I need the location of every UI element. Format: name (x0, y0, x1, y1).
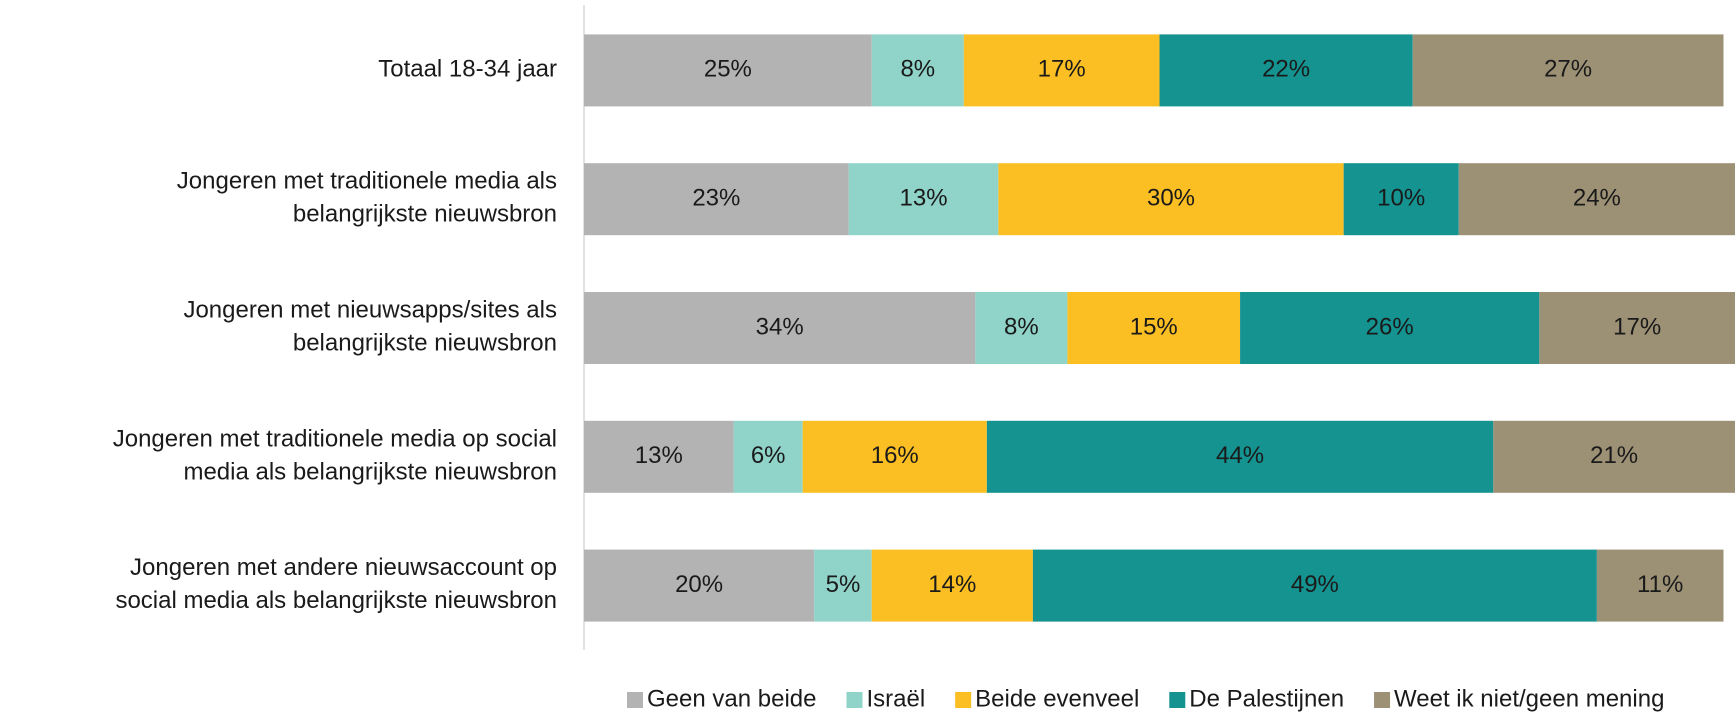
bar-segment (1412, 34, 1724, 107)
legend-swatch (955, 692, 972, 708)
data-label: 17% (1613, 313, 1661, 340)
bar-segment (584, 163, 849, 236)
data-label: 21% (1590, 442, 1638, 469)
data-label: 10% (1377, 185, 1425, 212)
data-label: 20% (675, 571, 723, 598)
bar-segment (584, 549, 815, 622)
bar-segment (963, 34, 1160, 107)
data-label: 8% (1004, 313, 1039, 340)
data-label: 30% (1147, 185, 1195, 212)
category-label: Jongeren met traditionele media op socia… (113, 426, 557, 486)
legend-label: Beide evenveel (975, 685, 1139, 712)
data-label: 17% (1038, 56, 1086, 83)
data-label: 26% (1366, 313, 1414, 340)
bar-segment (802, 420, 987, 493)
bar-segment (998, 163, 1344, 236)
data-label: 8% (900, 56, 935, 83)
bar-segment (975, 292, 1068, 364)
bar-segment (1493, 420, 1735, 493)
bar-segment (584, 292, 976, 364)
data-label: 13% (635, 442, 683, 469)
legend-label: De Palestijnen (1189, 685, 1344, 712)
category-label: Jongeren met andere nieuwsaccount op soci… (115, 554, 557, 614)
data-label: 44% (1216, 442, 1264, 469)
data-label: 25% (704, 56, 752, 83)
legend-swatch (627, 692, 643, 708)
category-label: Jongeren met traditionele media als belan… (177, 168, 557, 228)
bar-segment (1343, 163, 1459, 236)
category-label: Totaal 18-34 jaar (378, 56, 557, 83)
data-label: 5% (826, 571, 861, 598)
data-label: 11% (1637, 571, 1683, 598)
legend-swatch (1169, 692, 1186, 708)
bar-segment (1159, 34, 1413, 107)
bar-segment (1539, 292, 1735, 364)
data-label: 23% (692, 185, 740, 212)
data-label: 22% (1262, 56, 1310, 83)
legend-label: Geen van beide (647, 685, 816, 712)
legend-swatch (1374, 692, 1391, 708)
bar-segment (1032, 549, 1597, 622)
bar-segment (986, 420, 1494, 493)
bar-segment (871, 549, 1033, 622)
bar-segment (584, 420, 734, 493)
category-label: Jongeren met nieuwsapps/sites als belangr… (183, 297, 557, 357)
bar-segment (1067, 292, 1241, 364)
legend-label: Weet ik niet/geen mening (1394, 685, 1664, 712)
data-label: 24% (1573, 185, 1621, 212)
data-label: 27% (1544, 56, 1592, 83)
legend-label: Israël (866, 685, 925, 712)
bar-segment (1596, 549, 1724, 622)
bar-segment (1240, 292, 1540, 364)
data-label: 13% (900, 185, 948, 212)
data-label: 14% (928, 571, 976, 598)
bar-segment (1458, 163, 1735, 236)
bar-segment (871, 34, 964, 107)
bar-segment (584, 34, 872, 107)
bar-segment (814, 549, 872, 622)
legend-swatch (846, 692, 863, 708)
data-label: 34% (756, 313, 804, 340)
bar-segment (733, 420, 803, 493)
data-label: 15% (1130, 313, 1178, 340)
data-label: 6% (751, 442, 786, 469)
bar-segment (848, 163, 999, 236)
data-label: 16% (871, 442, 919, 469)
data-label: 49% (1291, 571, 1339, 598)
